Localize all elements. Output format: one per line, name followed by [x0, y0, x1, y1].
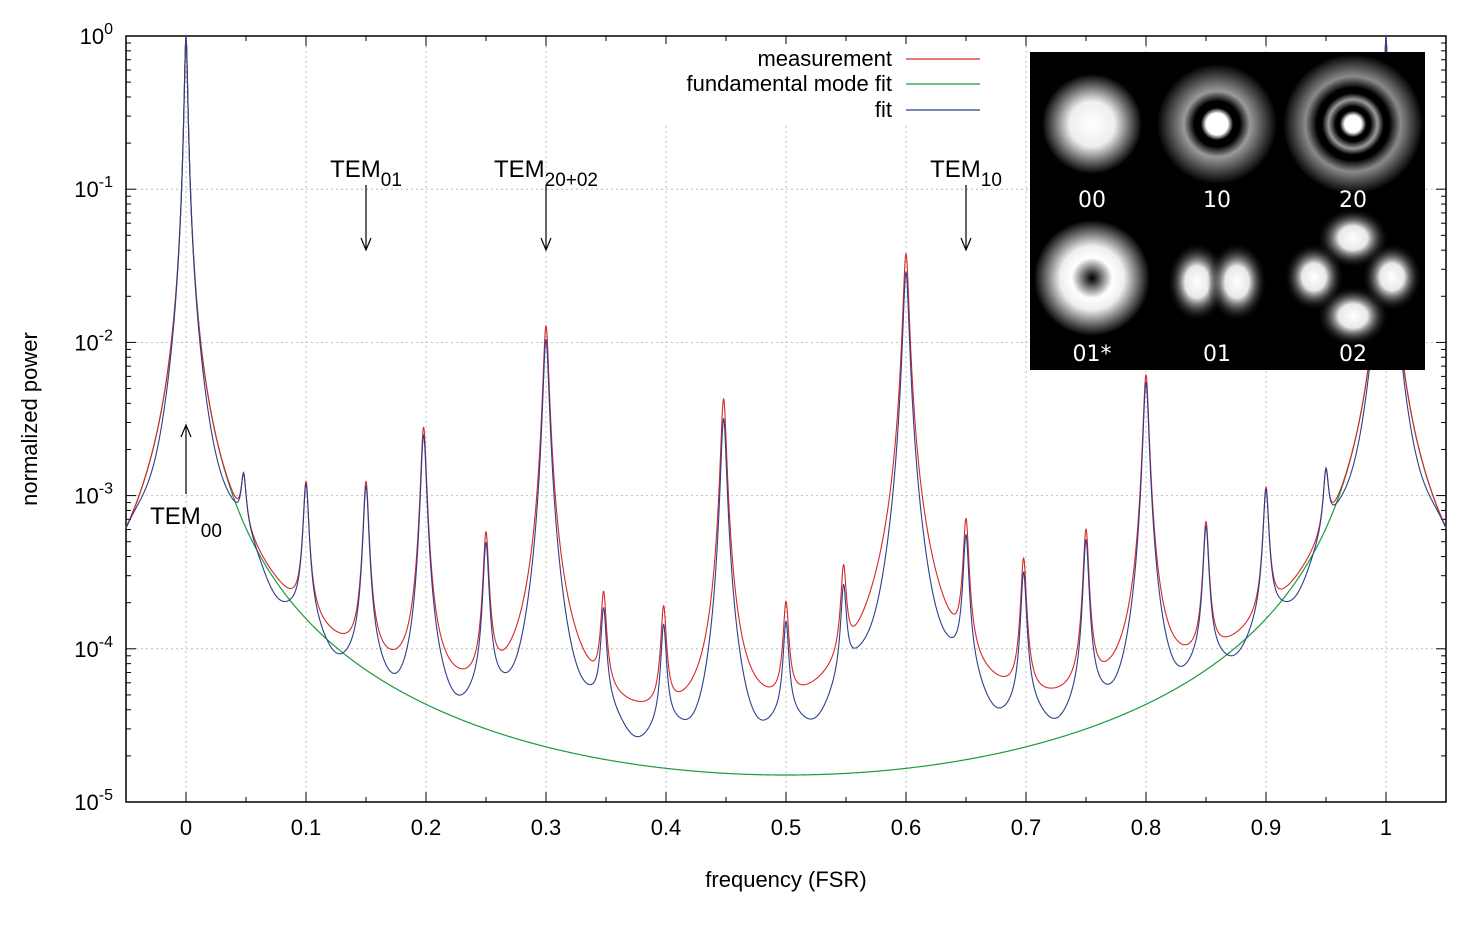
annotation-arrowhead: [540, 237, 552, 252]
x-tick-labels: 0 0.1 0.2 0.3 0.4 0.5 0.6 0.7 0.8 0.9 1: [180, 815, 1392, 840]
inset-label-01-star: 01*: [1073, 342, 1112, 367]
legend: measurement fundamental mode fit fit: [640, 44, 990, 124]
y-tick-label: 10-2: [74, 327, 113, 355]
axis-ticks: [125, 35, 1447, 803]
inset-label-02: 02: [1339, 342, 1367, 367]
annotation-label: TEM20+02: [494, 156, 598, 191]
x-tick-label: 0: [180, 815, 192, 840]
inset-label-20: 20: [1339, 188, 1367, 213]
x-tick-label: 0.5: [771, 815, 802, 840]
y-tick-label: 100: [80, 21, 113, 49]
y-tick-label: 10-3: [74, 481, 113, 509]
annotation-arrowhead: [180, 423, 192, 438]
annotation-tem00: TEM00: [150, 423, 222, 542]
mode-20-image: [1283, 54, 1423, 194]
series-fit: [125, 35, 1447, 738]
annotation-label: TEM10: [930, 156, 1002, 191]
x-tick-label: 1: [1380, 815, 1392, 840]
annotation-tem01: TEM01: [330, 156, 402, 252]
mode-profile-inset: 00 10 20 01* 01 02: [1030, 52, 1425, 370]
y-tick-label: 10-5: [74, 787, 113, 815]
x-tick-label: 0.3: [531, 815, 562, 840]
inset-label-00: 00: [1078, 188, 1106, 213]
annotation-tem10: TEM10: [930, 156, 1002, 252]
series-measurement: [125, 35, 1447, 702]
x-tick-label: 0.6: [891, 815, 922, 840]
series-fundamental-mode-fit: [125, 35, 1447, 776]
legend-label-measurement: measurement: [757, 46, 892, 71]
x-tick-label: 0.4: [651, 815, 682, 840]
x-tick-label: 0.8: [1131, 815, 1162, 840]
mode-00-image: [1042, 74, 1142, 174]
y-tick-labels: 100 10-1 10-2 10-3 10-4 10-5: [74, 21, 113, 815]
legend-label-fundamental-mode-fit: fundamental mode fit: [687, 71, 892, 96]
annotation-tem20-02: TEM20+02: [494, 156, 598, 252]
mode-02-image: [1284, 208, 1422, 346]
mode-10-image: [1157, 64, 1277, 184]
x-tick-label: 0.9: [1251, 815, 1282, 840]
inset-label-10: 10: [1203, 188, 1231, 213]
x-tick-label: 0.1: [291, 815, 322, 840]
annotation-arrowhead: [960, 237, 972, 252]
y-tick-label: 10-1: [74, 174, 113, 202]
mode-01-star-image: [1034, 220, 1150, 336]
annotation-arrowhead: [360, 237, 372, 252]
legend-label-fit: fit: [875, 97, 892, 122]
x-tick-label: 0.7: [1011, 815, 1042, 840]
x-tick-label: 0.2: [411, 815, 442, 840]
curves: [125, 35, 1447, 776]
mode-01-image: [1167, 242, 1267, 322]
inset-label-01: 01: [1203, 342, 1231, 367]
y-tick-label: 10-4: [74, 634, 113, 662]
y-axis-label: normalized power: [17, 332, 42, 506]
annotation-label: TEM00: [150, 503, 222, 542]
annotations: TEM00 TEM01 TEM20+02 TEM10: [150, 156, 1002, 542]
x-axis-label: frequency (FSR): [705, 867, 866, 892]
annotation-label: TEM01: [330, 156, 402, 191]
